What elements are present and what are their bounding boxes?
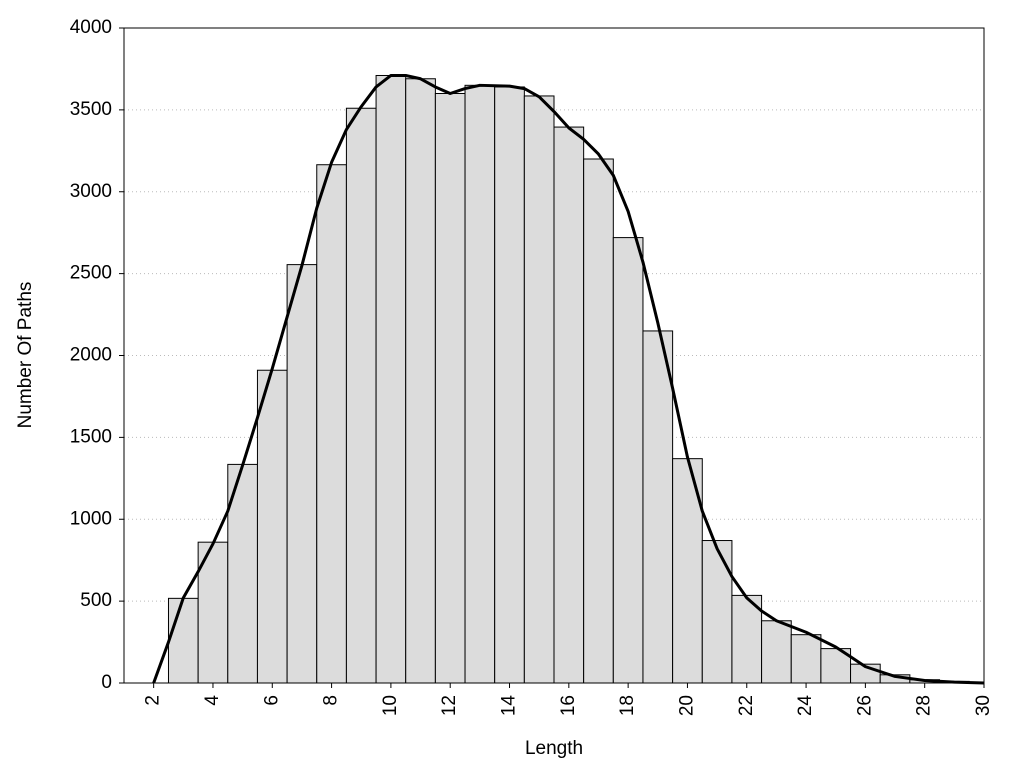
density-line bbox=[152, 73, 985, 685]
bar bbox=[256, 369, 288, 684]
x-tick-label: 14 bbox=[499, 695, 520, 717]
y-tick-label: 500 bbox=[80, 590, 112, 611]
bar bbox=[642, 330, 674, 684]
bar bbox=[167, 597, 199, 684]
x-tick-label: 6 bbox=[261, 695, 282, 706]
bar bbox=[731, 594, 763, 684]
x-tick-label: 8 bbox=[321, 695, 342, 706]
bar bbox=[790, 634, 822, 684]
bar bbox=[761, 620, 792, 684]
y-tick-label: 4000 bbox=[70, 17, 112, 38]
y-tick-label: 2500 bbox=[70, 263, 112, 284]
x-tick-label: 22 bbox=[736, 695, 757, 716]
bar bbox=[286, 264, 318, 684]
bar bbox=[375, 74, 407, 684]
x-tick-label: 12 bbox=[439, 695, 460, 716]
y-tick-label: 2000 bbox=[70, 345, 112, 366]
bar bbox=[405, 78, 436, 684]
bar bbox=[701, 540, 733, 684]
bar bbox=[612, 237, 644, 684]
bar bbox=[434, 93, 466, 684]
x-tick-label: 30 bbox=[973, 695, 994, 716]
y-tick-label: 1000 bbox=[70, 508, 112, 529]
bar bbox=[583, 158, 614, 684]
bar bbox=[494, 86, 525, 684]
x-tick-label: 18 bbox=[617, 695, 638, 716]
y-tick-label: 0 bbox=[101, 672, 112, 693]
x-tick-label: 28 bbox=[914, 695, 935, 716]
x-tick-label: 24 bbox=[795, 695, 816, 717]
y-axis-label: Number Of Paths bbox=[15, 282, 36, 429]
x-tick-label: 4 bbox=[202, 695, 223, 706]
bar bbox=[553, 126, 585, 684]
x-tick-label: 26 bbox=[854, 695, 875, 716]
x-tick-label: 10 bbox=[380, 695, 401, 716]
bar bbox=[316, 164, 347, 684]
x-tick-label: 20 bbox=[676, 695, 697, 716]
y-tick-label: 3000 bbox=[70, 181, 112, 202]
bar bbox=[345, 107, 377, 684]
bar bbox=[523, 95, 555, 684]
y-tick-label: 3500 bbox=[70, 99, 112, 120]
plot-frame bbox=[123, 27, 985, 684]
y-tick-label: 1500 bbox=[70, 426, 112, 447]
x-axis-label: Length bbox=[525, 738, 583, 759]
bar bbox=[464, 84, 496, 684]
x-tick-label: 16 bbox=[558, 695, 579, 716]
x-tick-label: 2 bbox=[143, 695, 164, 706]
